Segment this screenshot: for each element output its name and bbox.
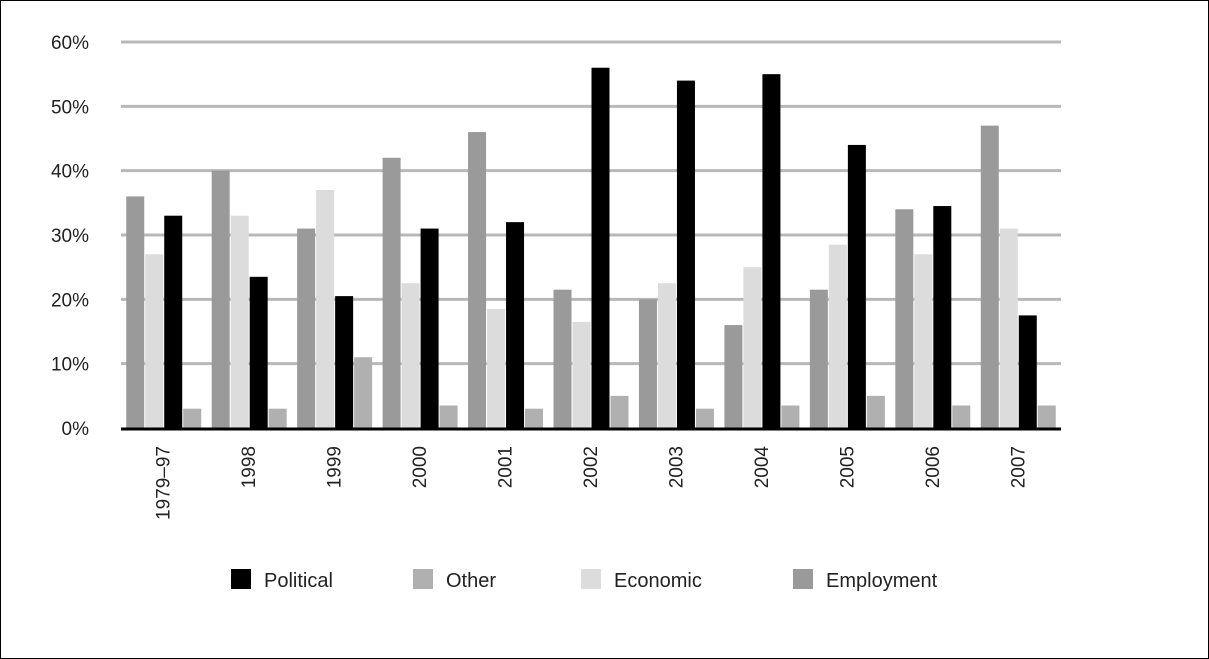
bar-other-2003: [695, 408, 714, 428]
x-tick-label-1998: 1998: [239, 446, 260, 488]
bar-economic-2001: [487, 308, 506, 428]
bar-political-2006: [933, 206, 952, 428]
legend-label-political: Political: [264, 570, 333, 592]
legend-swatch-other: [413, 569, 433, 589]
bar-economic-2002: [572, 321, 591, 428]
legend-swatch-employment: [793, 569, 813, 589]
bar-other-1999: [354, 357, 373, 428]
y-tick-label-50: 50%: [51, 97, 89, 118]
bar-other-2004: [781, 405, 800, 428]
bar-political-2005: [847, 144, 866, 428]
bar-employment-1998: [211, 170, 230, 428]
bar-other-2001: [525, 408, 544, 428]
x-tick-label-2005: 2005: [837, 446, 858, 488]
bar-employment-2006: [895, 209, 914, 428]
y-tick-label-20: 20%: [51, 290, 89, 311]
bar-economic-2003: [657, 283, 676, 428]
bars: [126, 67, 1056, 429]
y-axis-ticks: 0% 10% 20% 30% 40% 50% 60%: [51, 33, 89, 440]
bar-other-1998: [268, 408, 287, 428]
bar-political-1998: [249, 276, 268, 428]
bar-employment-2002: [553, 289, 572, 428]
bar-employment-2005: [809, 289, 828, 428]
bar-political-2004: [762, 74, 781, 429]
bar-economic-2004: [743, 267, 762, 428]
bar-political-2007: [1018, 315, 1037, 428]
y-tick-label-0: 0%: [62, 419, 90, 440]
bar-employment-2007: [980, 125, 999, 428]
legend-swatch-political: [231, 569, 251, 589]
bar-political-1999: [335, 296, 354, 428]
x-tick-label-2004: 2004: [752, 446, 773, 489]
x-tick-label-1979-97: 1979–97: [154, 446, 175, 520]
x-tick-label-2000: 2000: [410, 446, 431, 488]
legend-label-other: Other: [446, 570, 496, 592]
x-tick-label-1999: 1999: [325, 446, 346, 488]
bar-other-2005: [866, 395, 885, 428]
bar-other-2006: [952, 405, 971, 428]
bar-political-2002: [591, 67, 610, 428]
bar-economic-2005: [828, 244, 847, 428]
y-tick-label-10: 10%: [51, 355, 89, 376]
legend-label-employment: Employment: [826, 570, 938, 592]
bar-other-2007: [1037, 405, 1056, 428]
bar-political-1979-97: [164, 215, 183, 428]
bar-other-1979-97: [183, 408, 202, 428]
y-tick-label-30: 30%: [51, 226, 89, 247]
legend: Political Other Economic Employment: [231, 569, 938, 592]
x-tick-label-2006: 2006: [923, 446, 944, 488]
bar-employment-2003: [638, 299, 657, 428]
y-tick-label-60: 60%: [51, 33, 89, 54]
bar-other-2000: [439, 405, 458, 428]
bar-other-2002: [610, 395, 629, 428]
bar-political-2000: [420, 228, 439, 428]
bar-economic-1979-97: [145, 254, 164, 428]
bar-economic-2007: [999, 228, 1018, 428]
bar-employment-2004: [724, 325, 743, 428]
bar-economic-2000: [401, 283, 420, 428]
bar-political-2001: [506, 222, 525, 428]
x-tick-label-2007: 2007: [1008, 446, 1029, 488]
y-tick-label-40: 40%: [51, 162, 89, 183]
legend-swatch-economic: [581, 569, 601, 589]
legend-label-economic: Economic: [614, 570, 702, 592]
x-tick-label-2003: 2003: [666, 446, 687, 488]
bar-employment-1979-97: [126, 196, 145, 428]
bar-political-2003: [676, 80, 695, 428]
bar-employment-1999: [297, 228, 316, 428]
bar-economic-1998: [230, 215, 249, 428]
x-axis-ticks: 1979–97 1998 1999 2000 2001 2002 2003 2004 2005 2…: [154, 446, 1030, 520]
bar-economic-1999: [316, 189, 335, 428]
bar-employment-2001: [468, 132, 487, 429]
x-tick-label-2001: 2001: [496, 446, 517, 488]
bar-economic-2006: [914, 254, 933, 428]
bar-employment-2000: [382, 157, 401, 429]
x-tick-label-2002: 2002: [581, 446, 602, 488]
